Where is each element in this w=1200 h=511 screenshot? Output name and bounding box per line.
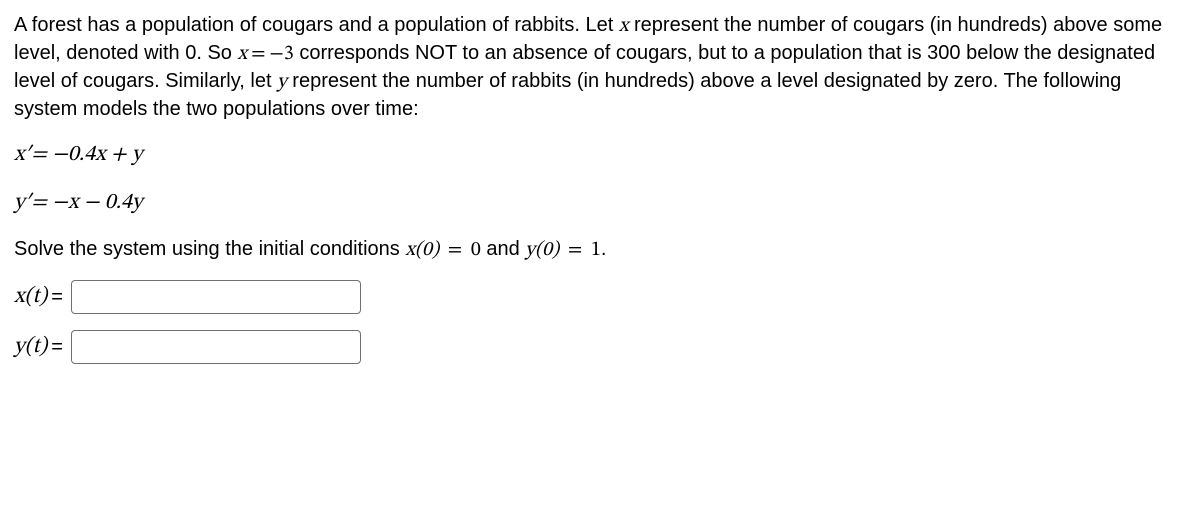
- equation-1: x′= −0.4x + y: [14, 141, 1186, 171]
- equation-2: y′= −x − 0.4y: [14, 189, 1186, 219]
- instruction-line: Solve the system using the initial condi…: [14, 236, 1186, 264]
- problem-statement: A forest has a population of cougars and…: [14, 12, 1186, 123]
- answer-row-x: x(t) =: [14, 280, 1186, 314]
- inline-var-y: y: [277, 72, 287, 92]
- para-text-1: A forest has a population of cougars and…: [14, 14, 619, 36]
- equals-sign: =: [47, 334, 71, 361]
- equals-sign: =: [47, 284, 71, 311]
- answer-row-y: y(t) =: [14, 330, 1186, 364]
- answer-label-y: y(t): [14, 333, 47, 363]
- answer-input-y[interactable]: [71, 330, 361, 364]
- answer-label-x: x(t): [14, 283, 47, 313]
- inline-eq-x-neg3: x=−3: [237, 44, 293, 64]
- answer-input-x[interactable]: [71, 280, 361, 314]
